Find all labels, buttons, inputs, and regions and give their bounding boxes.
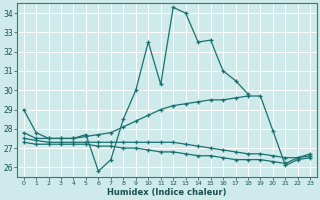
X-axis label: Humidex (Indice chaleur): Humidex (Indice chaleur)	[107, 188, 227, 197]
